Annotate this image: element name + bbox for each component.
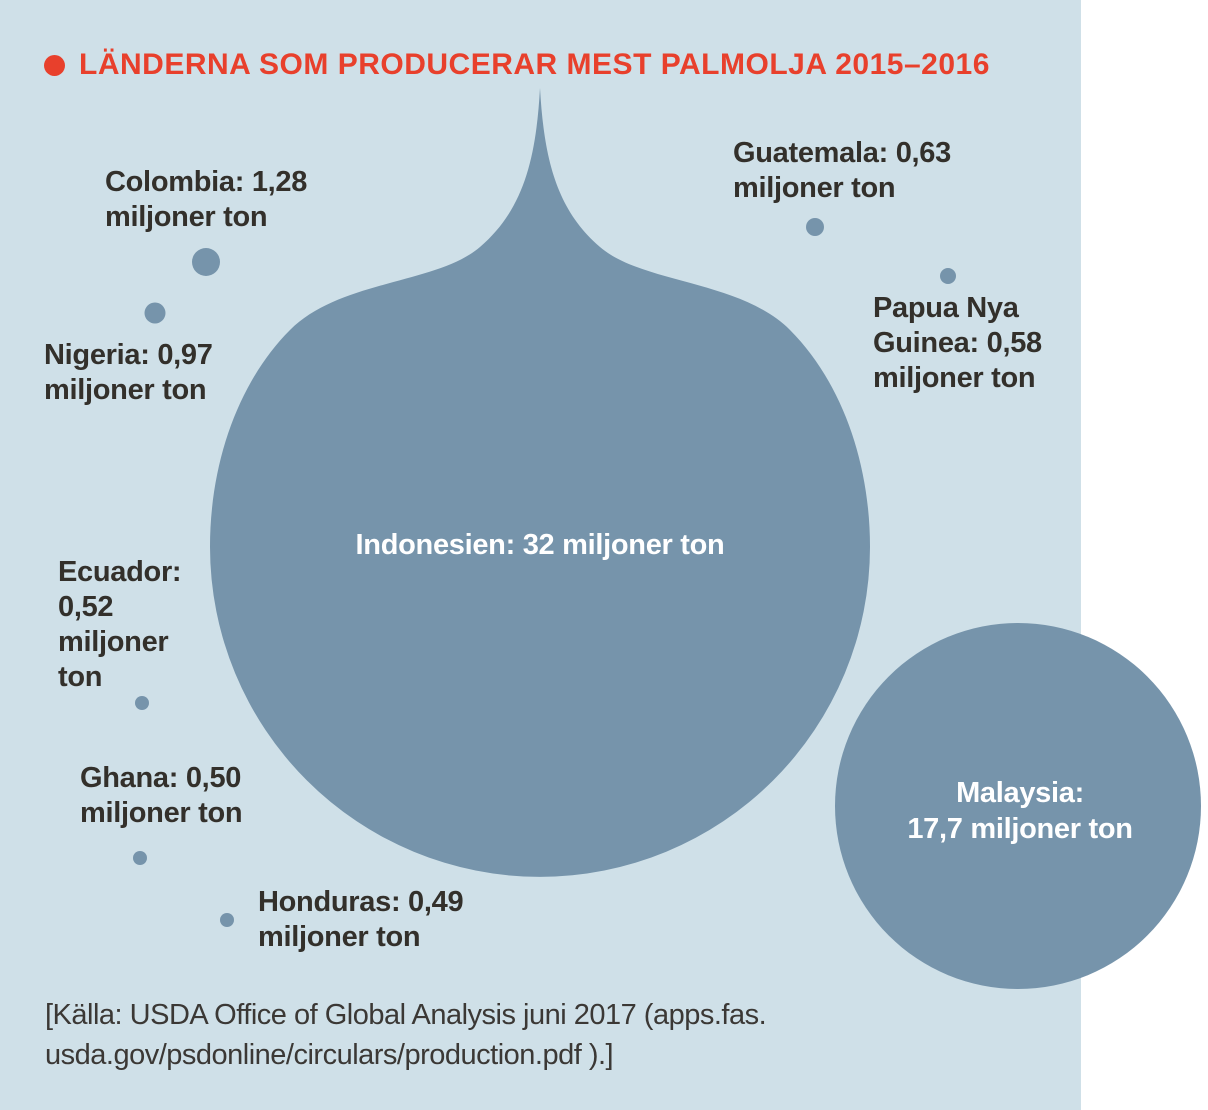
colombia-dot: [192, 248, 220, 276]
chart-title: LÄNDERNA SOM PRODUCERAR MEST PALMOLJA 20…: [79, 48, 990, 81]
malaysia-label-line1: Malaysia:: [956, 777, 1084, 809]
red-bullet-icon: [44, 54, 65, 76]
colombia-label-line2: miljoner ton: [105, 201, 268, 233]
guatemala-dot: [806, 218, 824, 236]
nigeria-label: Nigeria: 0,97 miljoner ton: [44, 338, 213, 408]
ecuador-label-line3: miljoner: [58, 626, 169, 658]
indonesia-droplet-shape: [210, 88, 870, 877]
ecuador-label: Ecuador: 0,52 miljoner ton: [58, 555, 182, 695]
colombia-label-line1: Colombia: 1,28: [105, 166, 308, 198]
nigeria-label-line1: Nigeria: 0,97: [44, 339, 213, 371]
ecuador-label-line4: ton: [58, 661, 103, 693]
papua-dot: [940, 268, 956, 284]
ghana-label-line1: Ghana: 0,50: [80, 762, 242, 794]
honduras-dot: [220, 913, 234, 927]
ghana-label: Ghana: 0,50 miljoner ton: [80, 761, 243, 831]
papua-label: Papua Nya Guinea: 0,58 miljoner ton: [873, 291, 1042, 396]
source-line2: usda.gov/psdonline/circulars/production.…: [45, 1039, 614, 1071]
ecuador-dot: [135, 696, 149, 710]
papua-label-line2: Guinea: 0,58: [873, 327, 1042, 359]
ghana-label-line2: miljoner ton: [80, 797, 243, 829]
ghana-dot: [133, 851, 147, 865]
indonesia-label: Indonesien: 32 miljoner ton: [355, 529, 725, 561]
honduras-label: Honduras: 0,49 miljoner ton: [258, 885, 464, 955]
nigeria-dot: [144, 302, 166, 324]
ecuador-label-line1: Ecuador:: [58, 556, 182, 588]
source-note: [Källa: USDA Office of Global Analysis j…: [45, 995, 767, 1075]
guatemala-label-line1: Guatemala: 0,63: [733, 137, 951, 169]
papua-label-line3: miljoner ton: [873, 362, 1036, 394]
honduras-label-line1: Honduras: 0,49: [258, 886, 464, 918]
chart-title-row: LÄNDERNA SOM PRODUCERAR MEST PALMOLJA 20…: [44, 48, 990, 82]
source-line1: [Källa: USDA Office of Global Analysis j…: [45, 999, 767, 1031]
malaysia-label: Malaysia: 17,7 miljoner ton: [907, 775, 1133, 847]
malaysia-label-line2: 17,7 miljoner ton: [907, 813, 1133, 845]
guatemala-label-line2: miljoner ton: [733, 172, 896, 204]
papua-label-line1: Papua Nya: [873, 292, 1019, 324]
honduras-label-line2: miljoner ton: [258, 921, 421, 953]
colombia-label: Colombia: 1,28 miljoner ton: [105, 165, 307, 235]
guatemala-label: Guatemala: 0,63 miljoner ton: [733, 136, 951, 206]
nigeria-label-line2: miljoner ton: [44, 374, 207, 406]
malaysia-bubble: [835, 623, 1201, 989]
ecuador-label-line2: 0,52: [58, 591, 114, 623]
